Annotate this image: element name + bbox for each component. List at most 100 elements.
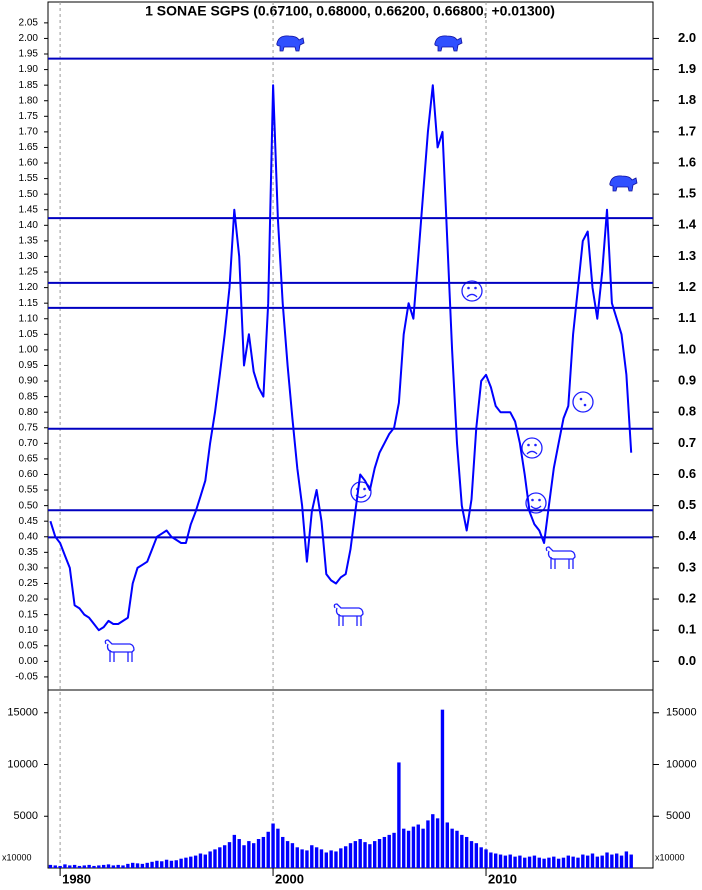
volume-bar bbox=[624, 851, 629, 868]
y2-tick-label: 5000 bbox=[666, 810, 690, 822]
y-tick-label: 1.70 bbox=[19, 127, 39, 138]
y-tick-label: 0.75 bbox=[19, 422, 39, 433]
volume-bar bbox=[348, 843, 353, 868]
volume-bar bbox=[600, 855, 604, 868]
volume-bar bbox=[48, 864, 53, 868]
volume-bar bbox=[329, 850, 333, 868]
y2-tick-label: 0.0 bbox=[678, 653, 696, 668]
unit-label: x10000 bbox=[2, 852, 32, 862]
y-tick-label: 0.40 bbox=[19, 531, 39, 542]
y-tick-label: 0.90 bbox=[19, 376, 39, 387]
volume-bar bbox=[576, 857, 580, 868]
y2-tick-label: 0.2 bbox=[678, 590, 696, 605]
volume-bar bbox=[561, 857, 566, 868]
price-line bbox=[49, 84, 633, 632]
y2-tick-label: 1.6 bbox=[678, 154, 696, 169]
volume-bar bbox=[184, 857, 188, 868]
y2-tick-label: 0.8 bbox=[678, 404, 696, 419]
volume-bar bbox=[281, 836, 285, 868]
volume-bar bbox=[271, 823, 275, 868]
volume-bar bbox=[552, 856, 556, 868]
volume-bar bbox=[489, 852, 493, 868]
bull-icon bbox=[333, 603, 364, 626]
volume-bar bbox=[435, 818, 440, 868]
y-tick-label: 1.90 bbox=[19, 64, 39, 75]
volume-bar bbox=[547, 857, 551, 868]
volume-bar bbox=[629, 854, 633, 868]
volume-bar bbox=[406, 830, 411, 868]
y-tick-label: 2.00 bbox=[19, 33, 39, 44]
volume-bar bbox=[585, 855, 590, 868]
volume-bar bbox=[106, 864, 111, 868]
volume-bar bbox=[498, 854, 503, 868]
y-tick-label: 1.95 bbox=[19, 49, 39, 60]
volume-bar bbox=[87, 864, 91, 868]
volume-bar bbox=[518, 855, 522, 868]
volume-bar bbox=[252, 843, 256, 868]
volume-bar bbox=[111, 865, 116, 868]
volume-bar bbox=[256, 839, 261, 868]
volume-bar bbox=[619, 855, 624, 868]
y2-tick-label: 1.8 bbox=[678, 92, 696, 107]
bull-icon bbox=[104, 639, 135, 662]
y-tick-label: 0.35 bbox=[19, 547, 39, 558]
volume-bar bbox=[324, 852, 328, 868]
y2-tick-label: 0.9 bbox=[678, 372, 696, 387]
volume-bar bbox=[479, 847, 483, 868]
y-tick-label: 0.00 bbox=[19, 656, 39, 667]
volume-bar bbox=[542, 858, 546, 868]
y-tick-label: -0.05 bbox=[15, 672, 38, 683]
bear-icon bbox=[434, 35, 463, 52]
y-tick-label: 2.05 bbox=[19, 18, 39, 29]
y2-tick-label: 1.7 bbox=[678, 123, 696, 138]
volume-bar bbox=[218, 847, 222, 868]
volume-bar bbox=[295, 847, 299, 868]
y-tick-label: 10000 bbox=[7, 758, 38, 770]
volume-bar bbox=[590, 853, 595, 868]
y-tick-label: 1.75 bbox=[19, 111, 39, 122]
volume-bar bbox=[77, 865, 82, 868]
y-tick-label: 0.65 bbox=[19, 454, 39, 465]
volume-bar bbox=[97, 865, 101, 868]
x-tick-label: 2010 bbox=[488, 871, 517, 886]
volume-bar bbox=[556, 858, 561, 868]
volume-bar bbox=[397, 762, 401, 868]
volume-bar bbox=[343, 846, 348, 868]
volume-bar bbox=[494, 853, 498, 868]
volume-bar bbox=[72, 864, 77, 868]
volume-bar bbox=[445, 822, 449, 868]
y2-tick-label: 1.2 bbox=[678, 279, 696, 294]
volume-bar bbox=[363, 842, 367, 868]
volume-bar bbox=[135, 863, 140, 868]
volume-bar bbox=[527, 856, 532, 868]
y-tick-label: 0.20 bbox=[19, 594, 39, 605]
y2-tick-label: 1.9 bbox=[678, 61, 696, 76]
y2-tick-label: 0.3 bbox=[678, 559, 696, 574]
volume-bar bbox=[116, 864, 120, 868]
volume-bar bbox=[581, 854, 585, 868]
volume-bar bbox=[164, 859, 169, 868]
y-tick-label: 0.85 bbox=[19, 391, 39, 402]
bear-icon bbox=[276, 35, 305, 52]
volume-bar bbox=[222, 845, 227, 868]
volume-bar bbox=[290, 843, 295, 868]
volume-bar bbox=[455, 830, 459, 868]
volume-bar bbox=[179, 858, 183, 868]
volume-bar bbox=[377, 839, 382, 868]
y-tick-label: 1.00 bbox=[19, 345, 39, 356]
y-tick-label: 1.20 bbox=[19, 282, 39, 293]
unit-label: x10000 bbox=[655, 852, 685, 862]
volume-bar bbox=[440, 709, 445, 868]
volume-bar bbox=[300, 849, 304, 868]
y-tick-label: 5000 bbox=[14, 810, 38, 822]
y2-tick-label: 1.1 bbox=[678, 310, 696, 325]
volume-bar bbox=[92, 865, 96, 868]
volume-bar bbox=[571, 856, 575, 868]
volume-bar bbox=[285, 841, 290, 868]
y-tick-label: 0.50 bbox=[19, 500, 39, 511]
volume-bar bbox=[595, 856, 600, 868]
y-tick-label: 0.55 bbox=[19, 485, 39, 496]
volume-bar bbox=[334, 851, 338, 868]
y-tick-label: 1.65 bbox=[19, 142, 39, 153]
